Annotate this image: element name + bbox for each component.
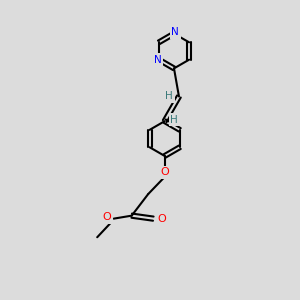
Text: H: H — [170, 115, 178, 124]
Text: N: N — [154, 55, 162, 65]
Text: O: O — [157, 214, 166, 224]
Text: N: N — [171, 27, 179, 38]
Text: O: O — [160, 167, 169, 177]
Text: H: H — [166, 92, 173, 101]
Text: O: O — [103, 212, 112, 222]
